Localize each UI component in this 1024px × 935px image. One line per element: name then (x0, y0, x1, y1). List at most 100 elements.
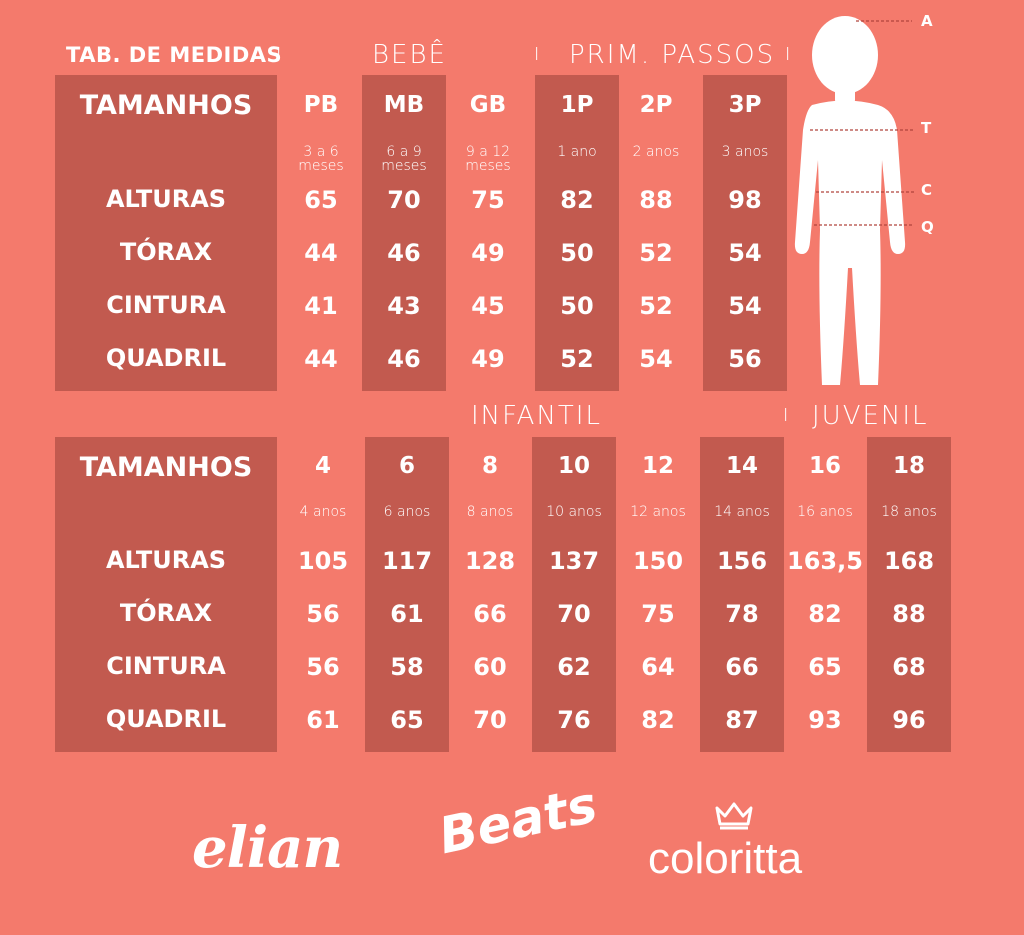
crown-icon (715, 802, 753, 830)
cell-altura: 82 (560, 186, 594, 214)
cell-cintura: 52 (639, 292, 673, 320)
measure-mark-q: Q (921, 218, 934, 236)
measure-mark-c: C (921, 181, 933, 199)
row-label-quadril: QUADRIL (105, 344, 227, 372)
column-band-14 (700, 437, 784, 752)
column-band-10 (532, 437, 616, 752)
cell-size: 10 (557, 453, 590, 479)
cell-size: 3P (728, 92, 762, 118)
cell-size: 8 (481, 453, 498, 479)
cell-size: GB (469, 92, 507, 118)
cell-size: 16 (808, 453, 841, 479)
cell-age: 4 anos (299, 504, 347, 520)
cell-cintura: 65 (808, 653, 842, 681)
brand-logo-coloritta: coloritta (648, 834, 803, 883)
row-label-torax: TÓRAX (119, 238, 213, 266)
cell-altura: 105 (297, 547, 349, 575)
cell-torax: 66 (473, 600, 507, 628)
cell-size: 18 (892, 453, 925, 479)
cell-age: 18 anos (881, 504, 937, 520)
cell-altura: 88 (639, 186, 673, 214)
column-band-18 (867, 437, 951, 752)
cell-quadril: 93 (808, 706, 842, 734)
cell-size: 1P (560, 92, 594, 118)
cell-altura: 163,5 (787, 547, 863, 575)
measure-mark-t: T (921, 119, 932, 137)
column-band-1p (535, 75, 619, 391)
cell-cintura: 56 (306, 653, 340, 681)
cell-quadril: 49 (471, 345, 505, 373)
cell-torax: 46 (387, 239, 421, 267)
column-band-3p (703, 75, 787, 391)
cell-age: 14 anos (714, 504, 770, 520)
cell-quadril: 54 (639, 345, 673, 373)
cell-altura: 128 (464, 547, 516, 575)
cell-torax: 82 (808, 600, 842, 628)
cell-size: 4 (314, 453, 331, 479)
cell-quadril: 56 (728, 345, 762, 373)
cell-altura: 65 (304, 186, 338, 214)
cell-cintura: 43 (387, 292, 421, 320)
row-label-tamanhos: TAMANHOS (79, 452, 253, 483)
column-band-6 (365, 437, 449, 752)
group-label-juvenil: JUVENIL (812, 401, 929, 431)
cell-age: 10 anos (546, 504, 602, 520)
brand-logo-elian: elian (192, 815, 343, 881)
cell-cintura: 54 (728, 292, 762, 320)
cell-cintura: 58 (390, 653, 424, 681)
cell-torax: 61 (390, 600, 424, 628)
cell-age: 12 anos (630, 504, 686, 520)
cell-quadril: 46 (387, 345, 421, 373)
cell-cintura: 50 (560, 292, 594, 320)
cell-size: MB (383, 92, 425, 118)
cell-quadril: 76 (557, 706, 591, 734)
cell-age: 3 anos (721, 144, 769, 160)
row-label-band-bottom (55, 437, 277, 752)
cell-cintura: 64 (641, 653, 675, 681)
cell-torax: 49 (471, 239, 505, 267)
cell-torax: 50 (560, 239, 594, 267)
cell-altura: 156 (716, 547, 768, 575)
cell-altura: 150 (632, 547, 684, 575)
cell-size: 6 (398, 453, 415, 479)
cell-torax: 70 (557, 600, 591, 628)
child-silhouette-icon (794, 16, 914, 385)
cell-altura: 98 (728, 186, 762, 214)
cell-quadril: 70 (473, 706, 507, 734)
cell-torax: 54 (728, 239, 762, 267)
cell-quadril: 96 (892, 706, 926, 734)
row-label-tamanhos: TAMANHOS (79, 90, 253, 121)
separator: I (785, 44, 791, 65)
cell-age: 6 anos (383, 504, 431, 520)
cell-cintura: 62 (557, 653, 591, 681)
cell-age: 9 a 12 meses (465, 144, 511, 174)
cell-size: PB (303, 92, 339, 118)
cell-torax: 44 (304, 239, 338, 267)
cell-size: 12 (641, 453, 674, 479)
column-band-mb (362, 75, 446, 391)
cell-torax: 56 (306, 600, 340, 628)
separator: I (276, 44, 282, 65)
cell-altura: 70 (387, 186, 421, 214)
row-label-torax: TÓRAX (119, 599, 213, 627)
cell-cintura: 60 (473, 653, 507, 681)
cell-torax: 75 (641, 600, 675, 628)
cell-altura: 137 (548, 547, 600, 575)
cell-cintura: 45 (471, 292, 505, 320)
brand-logo-beats: Beats (433, 775, 602, 866)
row-label-cintura: CINTURA (106, 652, 226, 680)
group-label-infantil: INFANTIL (471, 401, 602, 431)
cell-age: 1 ano (557, 144, 597, 160)
cell-altura: 168 (883, 547, 935, 575)
separator: I (783, 405, 789, 426)
table-title: TAB. DE MEDIDAS (66, 43, 283, 67)
cell-quadril: 82 (641, 706, 675, 734)
cell-age: 16 anos (797, 504, 853, 520)
cell-age: 2 anos (632, 144, 680, 160)
cell-size: 14 (725, 453, 758, 479)
measure-mark-a: A (921, 12, 933, 30)
row-label-quadril: QUADRIL (105, 705, 227, 733)
cell-cintura: 41 (304, 292, 338, 320)
row-label-band-top (55, 75, 277, 391)
cell-cintura: 66 (725, 653, 759, 681)
